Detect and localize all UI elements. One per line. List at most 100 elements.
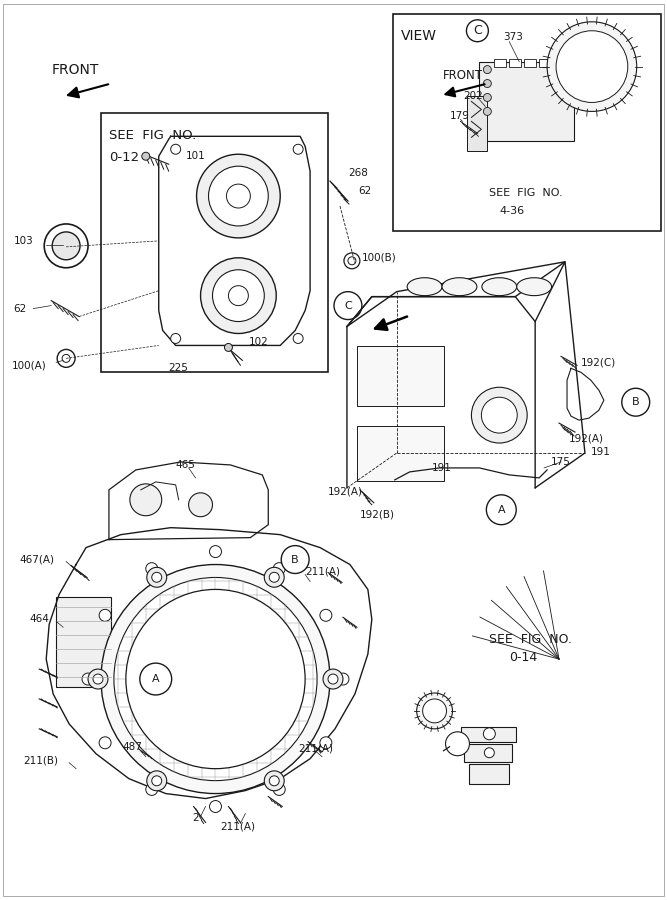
Circle shape: [269, 776, 279, 786]
Text: FRONT: FRONT: [442, 69, 482, 82]
Circle shape: [328, 674, 338, 684]
Circle shape: [320, 609, 332, 621]
Bar: [56, 598, 111, 687]
Circle shape: [293, 144, 303, 154]
Text: SEE  FIG  NO.: SEE FIG NO.: [490, 188, 563, 198]
Circle shape: [114, 578, 317, 780]
Circle shape: [622, 388, 650, 416]
Circle shape: [101, 564, 330, 794]
Text: 192(B): 192(B): [360, 509, 395, 519]
Text: 179: 179: [450, 112, 470, 122]
Circle shape: [146, 562, 157, 574]
Circle shape: [348, 256, 356, 265]
Circle shape: [93, 674, 103, 684]
Bar: [494, 58, 506, 67]
Text: 373: 373: [504, 32, 523, 41]
Circle shape: [484, 748, 494, 758]
Text: SEE  FIG  NO.: SEE FIG NO.: [109, 129, 196, 142]
Text: 102: 102: [248, 338, 268, 347]
Text: 192(A): 192(A): [328, 487, 363, 497]
Text: 0-12: 0-12: [109, 150, 139, 164]
Circle shape: [152, 776, 161, 786]
Circle shape: [171, 334, 181, 344]
Text: 211(A): 211(A): [221, 822, 255, 832]
Circle shape: [556, 31, 628, 103]
Text: 211(A): 211(A): [298, 743, 333, 754]
Text: 191: 191: [432, 463, 452, 473]
Circle shape: [152, 572, 161, 582]
Circle shape: [484, 66, 492, 74]
Circle shape: [213, 270, 264, 321]
Circle shape: [209, 800, 221, 813]
Text: 101: 101: [185, 151, 205, 161]
Bar: [510, 58, 521, 67]
Circle shape: [197, 154, 280, 238]
Circle shape: [273, 784, 285, 796]
Bar: [468, 96, 488, 151]
Bar: [101, 113, 328, 373]
Circle shape: [293, 334, 303, 344]
Circle shape: [281, 545, 309, 573]
Circle shape: [269, 572, 279, 582]
Circle shape: [171, 144, 181, 154]
Circle shape: [147, 567, 167, 587]
Circle shape: [130, 484, 161, 516]
Circle shape: [209, 166, 268, 226]
Bar: [357, 346, 444, 406]
Circle shape: [484, 728, 496, 740]
Text: 4-36: 4-36: [500, 206, 524, 216]
Circle shape: [88, 669, 108, 689]
Text: 465: 465: [175, 460, 195, 470]
Text: 103: 103: [13, 236, 33, 246]
Circle shape: [264, 567, 284, 587]
Text: 62: 62: [13, 303, 27, 313]
Circle shape: [146, 784, 157, 796]
Text: 487: 487: [123, 742, 143, 751]
Circle shape: [225, 344, 232, 351]
Text: 0-14: 0-14: [510, 651, 538, 663]
Text: B: B: [632, 397, 640, 407]
Bar: [539, 58, 551, 67]
Text: 100(A): 100(A): [11, 360, 46, 371]
Bar: [464, 743, 512, 761]
Text: 467(A): 467(A): [19, 554, 54, 564]
Circle shape: [209, 545, 221, 558]
Circle shape: [57, 349, 75, 367]
Ellipse shape: [517, 278, 552, 295]
Text: 202: 202: [464, 92, 483, 102]
Circle shape: [337, 673, 349, 685]
Circle shape: [344, 253, 360, 269]
Text: 2: 2: [193, 814, 199, 824]
Circle shape: [189, 493, 213, 517]
Ellipse shape: [482, 278, 517, 295]
Bar: [480, 61, 574, 141]
Circle shape: [99, 609, 111, 621]
Circle shape: [466, 20, 488, 41]
Text: 268: 268: [348, 168, 368, 178]
Circle shape: [334, 292, 362, 320]
Circle shape: [228, 285, 248, 306]
Ellipse shape: [407, 278, 442, 295]
Circle shape: [62, 355, 70, 363]
Circle shape: [484, 79, 492, 87]
Circle shape: [423, 699, 446, 723]
Ellipse shape: [442, 278, 477, 295]
Text: 175: 175: [551, 457, 571, 467]
Circle shape: [482, 397, 517, 433]
Circle shape: [486, 495, 516, 525]
Text: 192(C): 192(C): [581, 357, 616, 367]
Circle shape: [323, 669, 343, 689]
Circle shape: [417, 693, 452, 729]
Text: C: C: [344, 301, 352, 310]
Circle shape: [52, 232, 80, 260]
Circle shape: [484, 107, 492, 115]
Circle shape: [264, 770, 284, 791]
Circle shape: [142, 152, 150, 160]
Bar: [357, 426, 444, 481]
Text: 464: 464: [29, 615, 49, 625]
Circle shape: [99, 737, 111, 749]
Circle shape: [547, 22, 637, 112]
Text: C: C: [473, 24, 482, 37]
Text: 211(A): 211(A): [305, 566, 340, 577]
Text: 192(A): 192(A): [569, 433, 604, 443]
